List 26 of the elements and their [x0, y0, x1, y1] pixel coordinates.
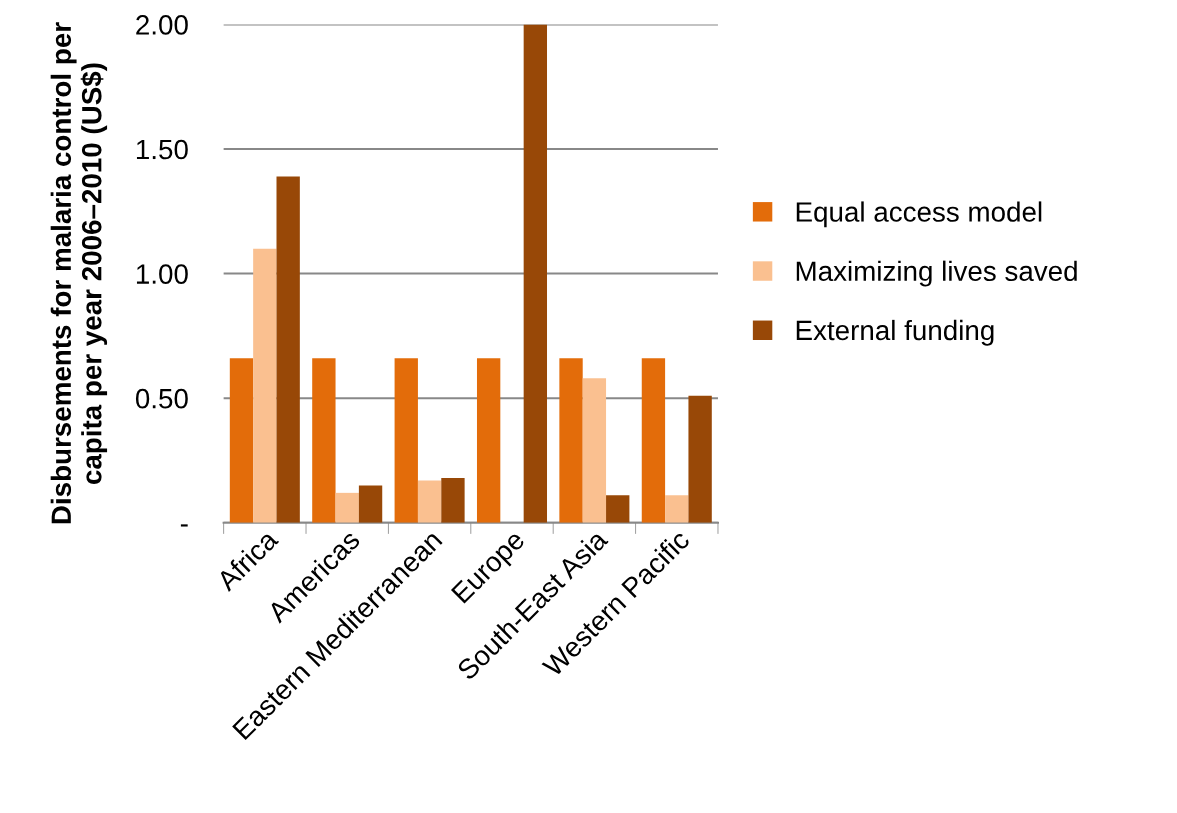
y-tick-label: - [180, 524, 188, 527]
bar [312, 358, 336, 523]
bar [641, 358, 666, 523]
y-tick-label: 2.00 [136, 15, 188, 35]
bar [417, 480, 442, 523]
bar [665, 495, 689, 523]
y-tick-label: 1.00 [136, 264, 188, 284]
bar [358, 485, 383, 523]
bar [335, 492, 359, 523]
y-axis-title: Disbursements for malaria control per capita per year 2006–2010 (US$) [50, 22, 108, 524]
bar [688, 395, 712, 523]
bar [476, 358, 501, 523]
y-tick-label: 1.50 [136, 139, 188, 160]
bar [394, 358, 418, 523]
legend-label: Maximizing lives saved [796, 260, 1077, 287]
legend-label: External funding [796, 319, 994, 346]
bar [229, 358, 254, 523]
bar [582, 378, 607, 523]
bar [559, 358, 583, 523]
bar [276, 176, 300, 523]
bar [523, 24, 548, 523]
y-tick-label: 0.50 [135, 388, 188, 409]
bar [606, 495, 630, 523]
bar [253, 248, 277, 523]
bar [441, 477, 465, 523]
legend-label: Equal access model [796, 201, 1042, 228]
